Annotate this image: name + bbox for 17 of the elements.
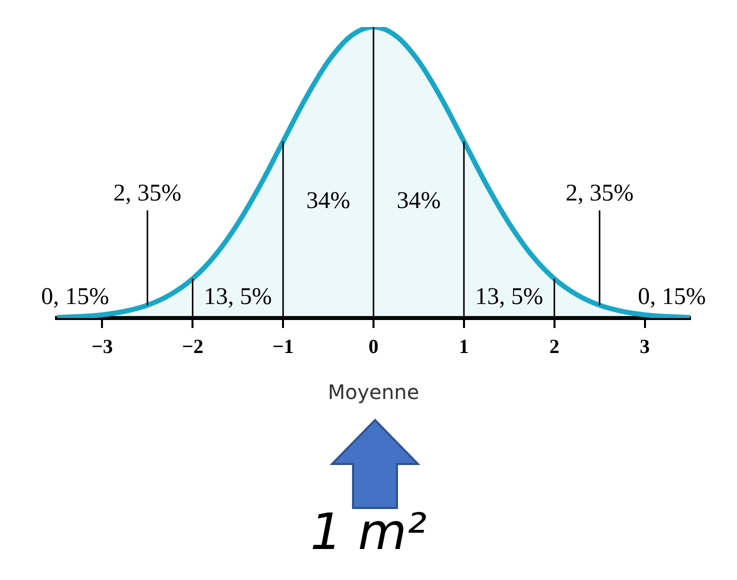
x-tick-label: −1	[272, 336, 294, 358]
x-tick-label: −2	[182, 336, 204, 358]
annotation: 2, 35%	[113, 180, 182, 207]
annotation: 2, 35%	[566, 180, 634, 207]
annotation: 34%	[306, 188, 350, 214]
annotation: 13, 5%	[204, 284, 272, 310]
x-tick-label: 3	[640, 336, 650, 358]
annotation: 13, 5%	[475, 284, 544, 310]
annotation: 34%	[396, 188, 441, 214]
x-axis-title: Moyenne	[328, 380, 420, 404]
x-tick-label: 1	[458, 336, 469, 358]
x-tick-label: 2	[549, 336, 560, 358]
annotation: 0, 15%	[638, 284, 706, 310]
annotation: 0, 15%	[41, 284, 110, 310]
text: 1 m²	[309, 502, 428, 562]
x-tick-label: −3	[92, 336, 113, 358]
x-tick-label: 0	[368, 336, 378, 358]
